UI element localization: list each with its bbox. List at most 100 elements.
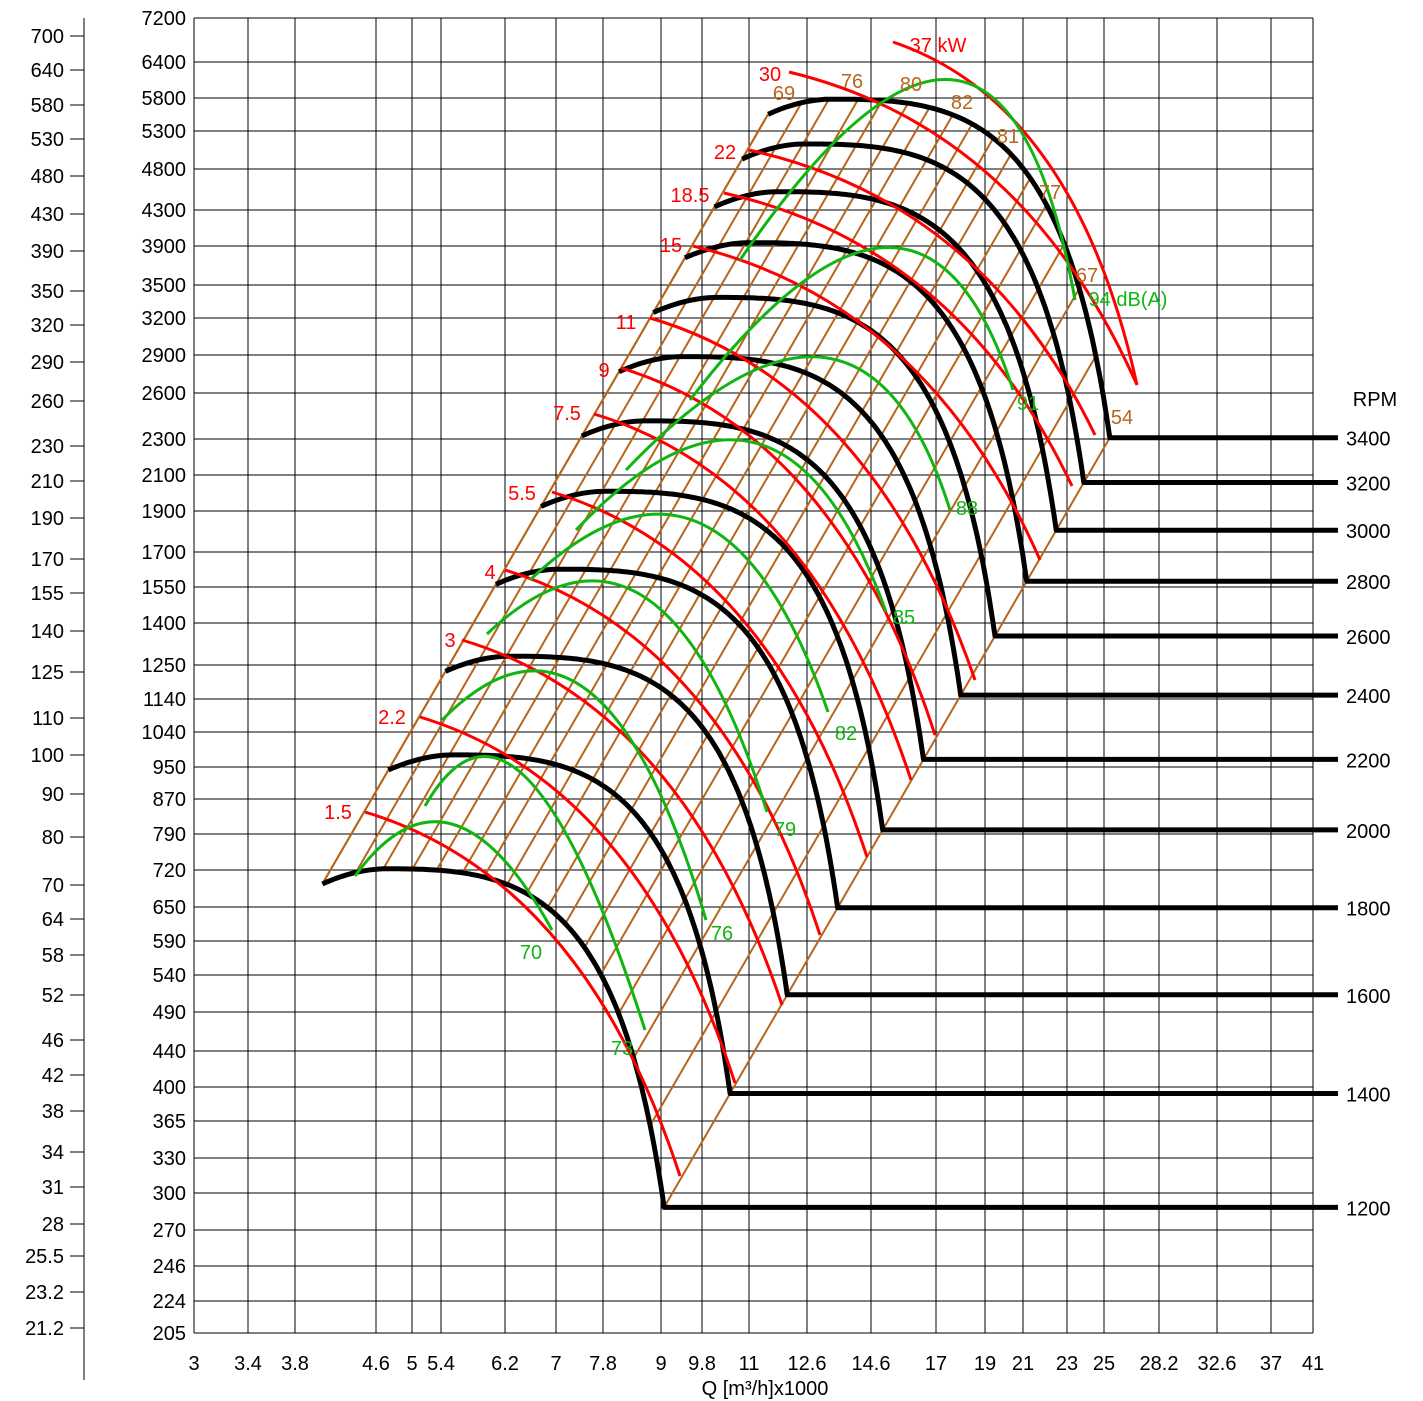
power-curve — [788, 70, 1139, 386]
power-label: 30 — [759, 64, 781, 86]
noise-label: 91 — [1017, 393, 1039, 415]
noise-label: 85 — [893, 607, 915, 629]
y-outer-tick-label: 80 — [42, 827, 64, 849]
y-outer-tick-label: 42 — [42, 1065, 64, 1087]
noise-curve — [738, 78, 1077, 301]
efficiency-line — [435, 99, 884, 871]
grid — [193, 17, 1314, 1334]
y-outer-tick-label: 31 — [42, 1177, 64, 1199]
y-outer-tick-label: 230 — [31, 436, 64, 458]
efficiency-label: 76 — [841, 71, 863, 93]
power-label: 3 — [444, 630, 455, 652]
y-inner-tick-label: 4800 — [142, 159, 187, 181]
power-label: 5.5 — [508, 483, 536, 505]
y-outer-tick-label: 210 — [31, 471, 64, 493]
efficiency-line — [525, 123, 974, 895]
power-label: 11 — [616, 312, 637, 334]
efficiency-line — [382, 98, 830, 870]
noise-curve — [485, 579, 769, 813]
efficiency-lines — [321, 98, 1111, 1208]
y-inner-tick-label: 1040 — [142, 722, 187, 744]
rpm-curve-1200 — [321, 866, 1338, 1210]
power-curve — [620, 366, 937, 736]
efficiency-line — [649, 355, 1097, 1127]
power-curve — [419, 715, 737, 1084]
efficiency-label: 82 — [951, 92, 973, 114]
efficiency-label: 69 — [773, 83, 795, 105]
rpm-curve-1800 — [494, 566, 1338, 911]
y-outer-tick-label: 28 — [42, 1214, 64, 1236]
y-outer-tick-label: 21.2 — [25, 1318, 64, 1340]
power-label: 18.5 — [671, 185, 710, 207]
noise-label: 76 — [711, 923, 733, 945]
power-curve — [892, 40, 1139, 386]
power-label: 22 — [714, 142, 736, 164]
efficiency-label: 54 — [1111, 407, 1133, 429]
y-inner-tick-label: 2300 — [142, 429, 187, 451]
efficiency-line — [583, 177, 1032, 949]
y-inner-tick-label: 4300 — [142, 200, 187, 222]
efficiency-line — [663, 437, 1111, 1208]
x-tick-label: 3.8 — [281, 1353, 309, 1375]
x-tick-label: 4.6 — [362, 1353, 390, 1375]
power-label: 15 — [660, 235, 682, 257]
x-tick-label: 5.4 — [427, 1353, 455, 1375]
noise-label: 70 — [520, 942, 542, 964]
rpm-curve-2200 — [580, 418, 1338, 762]
y-outer-tick-label: 260 — [31, 391, 64, 413]
power-label: 37 kW — [910, 35, 967, 57]
y-inner-tick-label: 790 — [153, 824, 186, 846]
power-curve — [649, 316, 977, 681]
efficiency-label: 81 — [997, 126, 1019, 148]
y-inner-tick-label: 5800 — [142, 88, 187, 110]
y-outer-tick-label: 64 — [42, 909, 64, 931]
noise-curve — [688, 246, 1015, 401]
rpm-axis-title: RPM — [1353, 389, 1397, 411]
power-label: 1.5 — [324, 802, 352, 824]
axes: 3 3.4 3.8 4.6 5 5.4 6.2 7 7.8 9 9.8 11 12.6 14.6 17 19 2… — [25, 8, 1324, 1380]
efficiency-label: 80 — [900, 74, 922, 96]
noise-label: 82 — [835, 723, 857, 745]
rpm-curve-2000 — [540, 488, 1338, 833]
rpm-label: 3000 — [1346, 521, 1391, 543]
y-inner-tick-label: 490 — [153, 1002, 186, 1024]
y-inner-tick-label: 2900 — [142, 345, 187, 367]
x-tick-label: 5 — [406, 1353, 417, 1375]
rpm-label: 3400 — [1346, 429, 1391, 451]
y-outer-tick-label: 290 — [31, 352, 64, 374]
noise-label: 88 — [956, 498, 978, 520]
power-curve — [692, 244, 1042, 561]
x-tick-label: 9.8 — [688, 1353, 716, 1375]
rpm-label: 2200 — [1346, 750, 1391, 772]
x-tick-label: 14.6 — [852, 1353, 891, 1375]
y-inner-tick-label: 270 — [153, 1220, 186, 1242]
noise-label: 79 — [774, 819, 796, 841]
x-tick-label: 11 — [739, 1353, 760, 1375]
efficiency-line — [411, 98, 860, 870]
noise-curve — [624, 355, 952, 511]
power-curve — [461, 638, 784, 1006]
y-inner-tick-label: 2100 — [142, 465, 187, 487]
y-inner-tick-label: 720 — [153, 860, 186, 882]
rpm-curve-2600 — [652, 294, 1338, 639]
y-inner-tick-label: 1900 — [142, 501, 187, 523]
noise-curve — [440, 669, 708, 921]
x-tick-label: 12.6 — [788, 1353, 827, 1375]
curve-labels: 1.5 2.2 3 4 5.5 7.5 9 11 15 18.522 30 37 kW 70 73 76 79… — [324, 35, 1167, 1060]
y-inner-tick-label: 1700 — [142, 542, 187, 564]
y-inner-tick-label: 300 — [153, 1183, 186, 1205]
x-tick-label: 37 — [1260, 1353, 1282, 1375]
y-outer-tick-label: 46 — [42, 1030, 64, 1052]
x-tick-label: 41 — [1302, 1353, 1324, 1375]
power-curve — [504, 568, 822, 936]
rpm-curve-3000 — [713, 189, 1338, 533]
y-outer-tick-label: 90 — [42, 784, 64, 806]
y-inner-tick-label: 5300 — [142, 121, 187, 143]
rpm-label: 3200 — [1346, 474, 1391, 496]
power-curve — [723, 191, 1074, 487]
y-outer-tick-label: 170 — [31, 549, 64, 571]
power-label: 4 — [484, 562, 495, 584]
power-curve — [551, 490, 869, 858]
y-outer-tick-label: 700 — [31, 26, 64, 48]
y-outer-tick-label: 140 — [31, 621, 64, 643]
